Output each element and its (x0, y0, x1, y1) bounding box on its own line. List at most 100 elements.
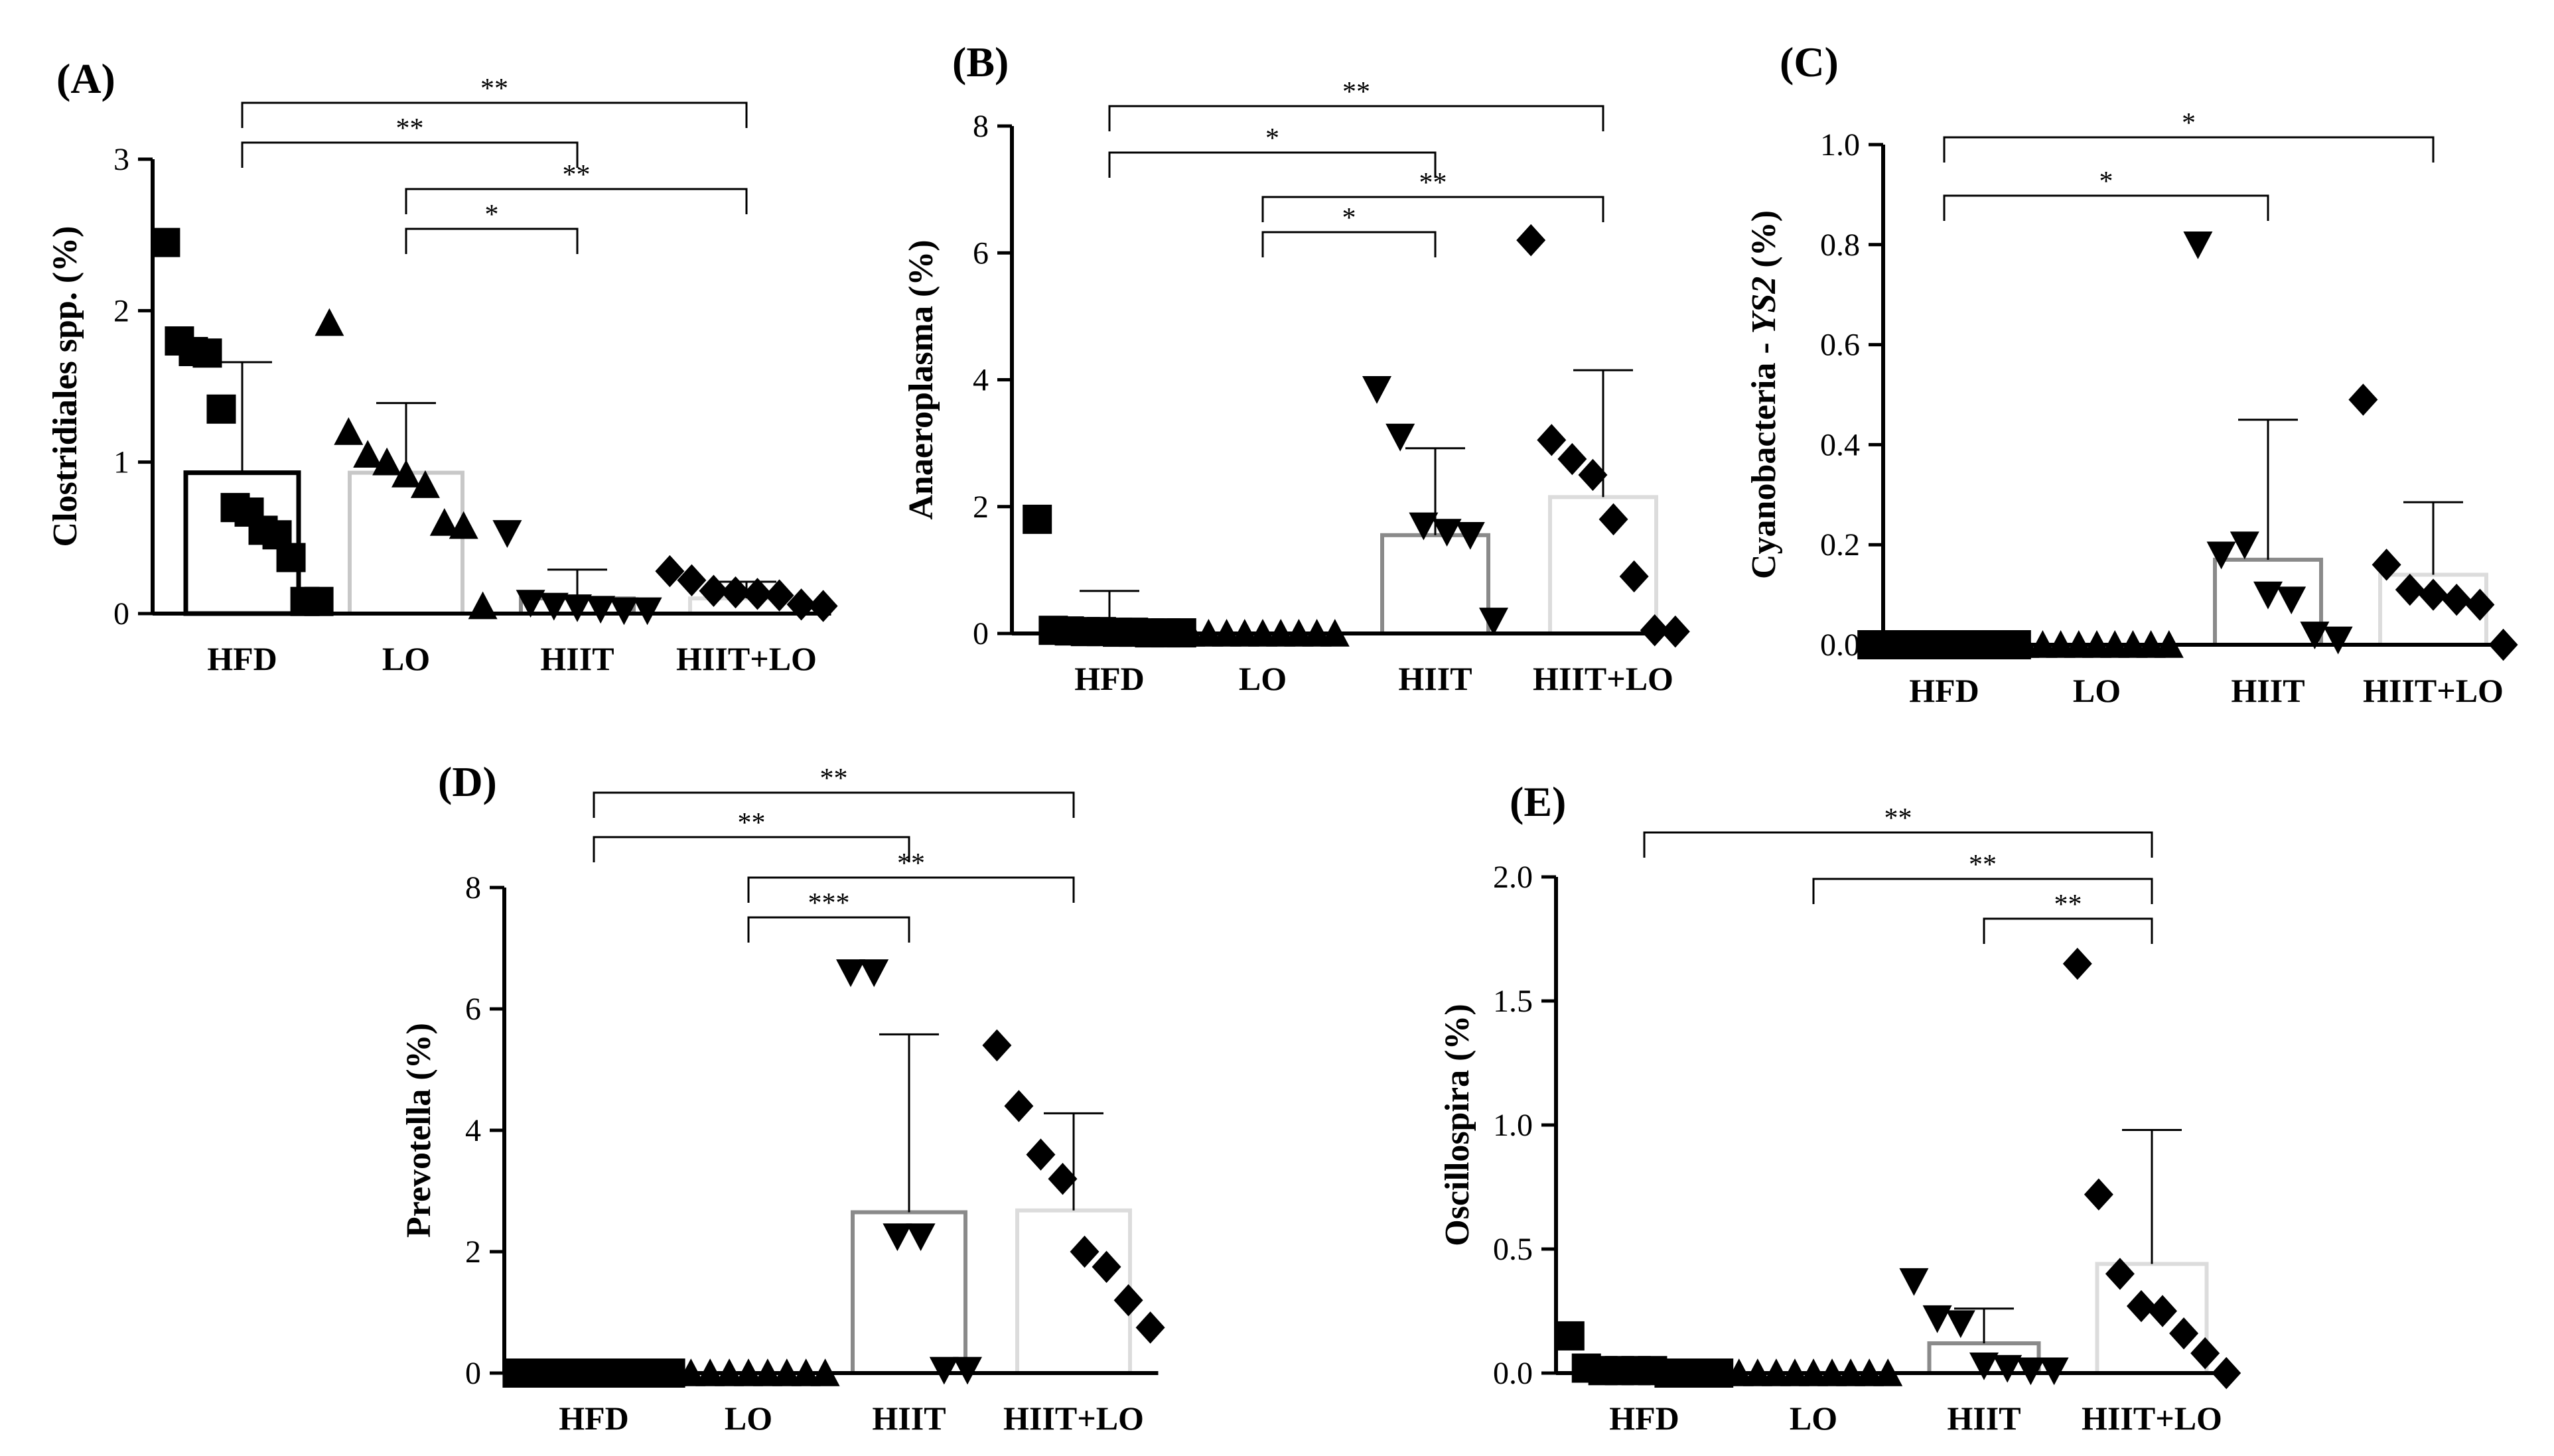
data-point (786, 588, 816, 621)
data-point (632, 597, 662, 626)
x-tick-label: HIIT (872, 1400, 946, 1437)
data-point (1432, 519, 1462, 547)
x-tick-label: HFD (1609, 1400, 1679, 1437)
y-tick-label: 2 (973, 490, 989, 525)
y-tick-label: 3 (113, 142, 129, 177)
y-tick-label: 2 (465, 1234, 481, 1270)
data-point (1578, 458, 1608, 492)
y-tick-label: 0.8 (1820, 228, 1860, 263)
panel-label: (E) (1510, 778, 1566, 825)
data-point (1516, 224, 1546, 257)
data-point (1619, 560, 1649, 593)
y-tick-label: 6 (465, 992, 481, 1027)
y-tick-label: 8 (973, 109, 989, 144)
y-tick-label: 6 (973, 235, 989, 271)
significance-label: * (2099, 166, 2113, 197)
bar-hiit-lo (1015, 1208, 1132, 1376)
data-point (1555, 1321, 1585, 1351)
significance-label: ** (897, 848, 925, 879)
y-tick-label: 2 (113, 293, 129, 328)
x-tick-label: HIIT (2231, 672, 2305, 709)
panel-e: (E) 0.0 0.5 1.0 1.5 2.0 HFD LO HIIT HIIT+LO Oscill… (1439, 778, 2241, 1437)
bar-hiit (1380, 533, 1490, 635)
x-tick-label: HIIT+LO (1003, 1400, 1144, 1437)
data-point (655, 555, 685, 588)
significance-label: * (1342, 203, 1356, 233)
data-point (1004, 1090, 1034, 1122)
data-point (1922, 1305, 1952, 1333)
panel-label: (A) (56, 55, 115, 102)
y-tick-label: 0 (973, 616, 989, 651)
bar-lo (348, 470, 464, 616)
data-point (2277, 586, 2306, 615)
significance-label: * (485, 200, 499, 230)
data-point (2084, 1178, 2113, 1211)
data-point (276, 543, 306, 572)
significance-bracket (1261, 231, 1437, 257)
x-tick-label: LO (1790, 1400, 1837, 1437)
significance-label: ** (1969, 850, 1997, 880)
significance-bracket (747, 916, 910, 943)
y-axis-label: Oscillospira (%) (1439, 1004, 1476, 1246)
data-point (2465, 588, 2495, 621)
data-point (315, 308, 344, 336)
significance-bracket (1108, 105, 1604, 131)
data-point (2442, 583, 2472, 616)
significance-bracket (405, 228, 579, 254)
significance-label: * (1265, 123, 1279, 154)
data-point (1023, 504, 1052, 534)
data-point (2395, 573, 2425, 606)
x-tick-label: HIIT (1947, 1400, 2021, 1437)
data-point (836, 959, 865, 988)
significance-label: ** (1342, 77, 1370, 107)
data-point (953, 1357, 982, 1385)
data-point (410, 470, 440, 498)
significance-bracket (747, 876, 1075, 903)
x-tick-label: HIIT+LO (2363, 672, 2504, 709)
y-tick-label: 8 (465, 870, 481, 905)
data-point (334, 417, 364, 445)
data-point (2062, 947, 2092, 980)
data-point (2169, 1317, 2199, 1350)
data-point (2300, 622, 2330, 649)
y-tick-label: 4 (973, 363, 989, 398)
data-point (539, 592, 569, 621)
y-axis-label: Clostridiales spp. (%) (46, 226, 84, 547)
y-tick-label: 2.0 (1493, 860, 1533, 895)
significance-label: * (2182, 108, 2196, 139)
data-point (492, 520, 522, 548)
significance-bracket (593, 836, 910, 862)
panel-label: (C) (1780, 38, 1839, 86)
data-point (2348, 383, 2378, 416)
data-point (1598, 503, 1628, 536)
data-point (353, 440, 383, 468)
data-point (609, 597, 639, 626)
y-axis-label: Prevotella (%) (400, 1023, 438, 1238)
data-point (906, 1223, 936, 1252)
significance-bracket (1943, 136, 2435, 163)
significance-label: ** (738, 808, 766, 838)
significance-bracket (1943, 194, 2269, 221)
x-tick-label: HIIT+LO (2082, 1400, 2222, 1437)
data-point (677, 564, 707, 596)
data-point (1640, 614, 1669, 647)
data-point (449, 511, 478, 539)
data-point (2253, 581, 2283, 610)
significance-bracket (405, 188, 748, 214)
significance-bracket (1812, 878, 2153, 904)
y-axis-label: Anaeroplasma (%) (902, 239, 940, 519)
data-point (1899, 1268, 1929, 1296)
significance-bracket (1261, 196, 1604, 222)
data-point (1026, 1138, 1056, 1171)
data-point (516, 590, 545, 618)
data-point (883, 1223, 912, 1252)
data-point (151, 228, 180, 257)
data-point (1455, 521, 1485, 550)
x-tick-label: HIIT+LO (676, 640, 817, 677)
data-point (2126, 1290, 2156, 1323)
significance-label: ** (2054, 890, 2082, 920)
data-point (2230, 531, 2259, 560)
panel-c: (C) 0.0 0.2 0.4 0.6 0.8 1.0 HFD LO HIIT HIIT+LO Cya… (1745, 38, 2518, 709)
data-point (192, 338, 222, 368)
